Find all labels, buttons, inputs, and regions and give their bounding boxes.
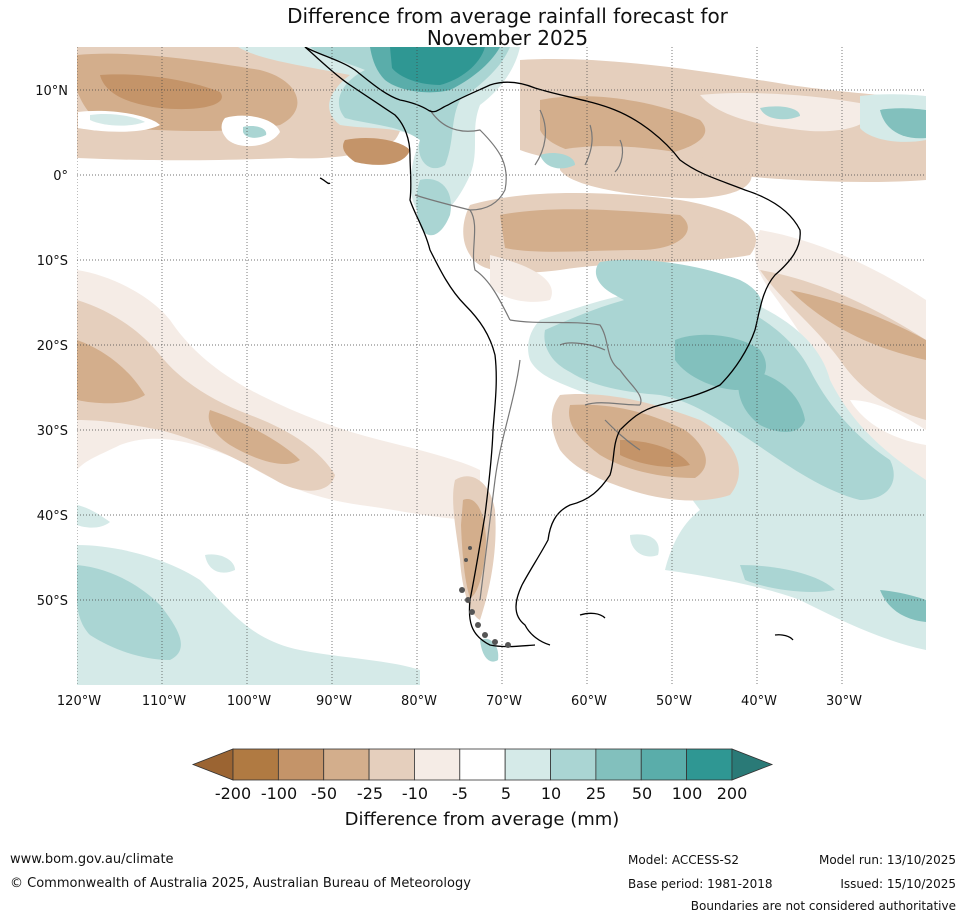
colorbar-tick: -200 [215, 784, 251, 803]
boundaries-disclaimer: Boundaries are not considered authoritat… [690, 899, 956, 913]
lon-label: 50°W [656, 694, 692, 709]
lat-label: 0° [53, 169, 68, 184]
colorbar-tick: 50 [632, 784, 652, 803]
colorbar-swatch [323, 748, 370, 781]
archipelago [459, 546, 511, 648]
colorbar-swatch [504, 748, 551, 781]
colorbar-tick: -100 [261, 784, 297, 803]
colorbar-tick: -5 [452, 784, 468, 803]
colorbar-swatch [277, 748, 325, 781]
map-title: Difference from average rainfall forecas… [0, 5, 965, 49]
issued-date: Issued: 15/10/2025 [840, 877, 956, 891]
map-title-line1: Difference from average rainfall forecas… [287, 4, 728, 28]
colorbar-extend-low [191, 748, 234, 781]
colorbar-extend-high [731, 748, 774, 781]
lon-label: 70°W [486, 694, 522, 709]
model-name: Model: ACCESS-S2 [628, 853, 740, 867]
colorbar-swatch [368, 748, 415, 781]
colorbar-swatches [191, 748, 774, 781]
lon-label: 40°W [741, 694, 777, 709]
graticule [77, 47, 926, 685]
colorbar-swatch [414, 748, 461, 781]
colorbar-tick: 25 [586, 784, 606, 803]
colorbar-tick: 100 [672, 784, 703, 803]
lon-label: 80°W [401, 694, 437, 709]
colorbar-swatch [459, 748, 506, 781]
copyright-text: © Commonwealth of Australia 2025, Austra… [10, 876, 471, 891]
lat-label: 30°S [37, 424, 68, 439]
lon-label: 110°W [142, 694, 186, 709]
map-panel [77, 47, 926, 685]
colorbar-tick-labels: -200 -100 -50 -25 -10 -5 5 10 25 50 100 … [215, 784, 747, 803]
longitude-labels: 120°W 110°W 100°W 90°W 80°W 70°W 60°W 50… [57, 694, 862, 709]
lon-label: 90°W [316, 694, 352, 709]
anomaly-shading [77, 47, 926, 685]
colorbar-tick: -10 [402, 784, 428, 803]
colorbar-swatch [550, 748, 597, 781]
colorbar: -200 -100 -50 -25 -10 -5 5 10 25 50 100 … [191, 748, 774, 830]
colorbar-tick: 10 [541, 784, 561, 803]
colorbar-tick: -50 [311, 784, 337, 803]
colorbar-swatch [640, 748, 687, 781]
lon-label: 100°W [227, 694, 271, 709]
lon-label: 30°W [826, 694, 862, 709]
lat-label: 20°S [37, 339, 68, 354]
latitude-labels: 10°N 0° 10°S 20°S 30°S 40°S 50°S [35, 84, 68, 609]
website-link[interactable]: www.bom.gov.au/climate [10, 852, 174, 867]
colorbar-swatch [232, 748, 279, 781]
colorbar-swatch [686, 748, 733, 781]
colorbar-tick: -25 [357, 784, 383, 803]
model-run-date: Model run: 13/10/2025 [818, 853, 956, 867]
lat-label: 50°S [37, 594, 68, 609]
colorbar-title: Difference from average (mm) [345, 809, 620, 830]
lat-label: 40°S [37, 509, 68, 524]
colorbar-tick: 200 [717, 784, 748, 803]
lat-label: 10°N [35, 84, 68, 99]
colorbar-swatch [595, 748, 642, 781]
lon-label: 60°W [571, 694, 607, 709]
base-period: Base period: 1981-2018 [628, 877, 773, 891]
map-title-line2: November 2025 [426, 26, 589, 50]
colorbar-tick: 5 [501, 784, 511, 803]
lat-label: 10°S [37, 254, 68, 269]
country-boundaries [414, 109, 642, 601]
lon-label: 120°W [57, 694, 101, 709]
